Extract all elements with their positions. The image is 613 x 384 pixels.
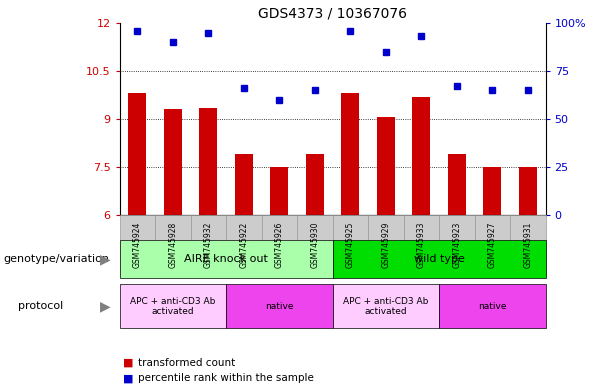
Text: AIRE knock out: AIRE knock out [184, 254, 268, 264]
Text: ■: ■ [123, 373, 133, 383]
Text: GSM745922: GSM745922 [239, 222, 248, 268]
Bar [164, 109, 181, 215]
Text: percentile rank within the sample: percentile rank within the sample [138, 373, 314, 383]
Text: native: native [265, 302, 294, 311]
Text: GSM745931: GSM745931 [524, 222, 532, 268]
Bar [413, 97, 430, 215]
Text: GSM745926: GSM745926 [275, 222, 284, 268]
Text: GSM745930: GSM745930 [310, 222, 319, 268]
Bar [128, 93, 146, 215]
Text: ▶: ▶ [100, 252, 111, 266]
Bar [341, 93, 359, 215]
Title: GDS4373 / 10367076: GDS4373 / 10367076 [258, 7, 407, 20]
Text: wild type: wild type [414, 254, 465, 264]
Text: GSM745927: GSM745927 [488, 222, 497, 268]
Bar [448, 154, 466, 215]
Text: protocol: protocol [18, 301, 64, 311]
Bar [270, 167, 288, 215]
Text: APC + anti-CD3 Ab
activated: APC + anti-CD3 Ab activated [130, 296, 216, 316]
Text: GSM745933: GSM745933 [417, 222, 426, 268]
Text: transformed count: transformed count [138, 358, 235, 368]
Bar [519, 167, 537, 215]
Bar [235, 154, 253, 215]
Text: GSM745924: GSM745924 [133, 222, 142, 268]
Text: APC + anti-CD3 Ab
activated: APC + anti-CD3 Ab activated [343, 296, 428, 316]
Bar [484, 167, 501, 215]
Text: ■: ■ [123, 358, 133, 368]
Text: GSM745925: GSM745925 [346, 222, 355, 268]
Text: ▶: ▶ [100, 299, 111, 313]
Bar [199, 108, 217, 215]
Text: GSM745923: GSM745923 [452, 222, 462, 268]
Bar [377, 118, 395, 215]
Text: GSM745929: GSM745929 [381, 222, 390, 268]
Text: native: native [478, 302, 506, 311]
Text: genotype/variation: genotype/variation [3, 254, 109, 264]
Text: GSM745932: GSM745932 [204, 222, 213, 268]
Text: GSM745928: GSM745928 [169, 222, 177, 268]
Bar [306, 154, 324, 215]
